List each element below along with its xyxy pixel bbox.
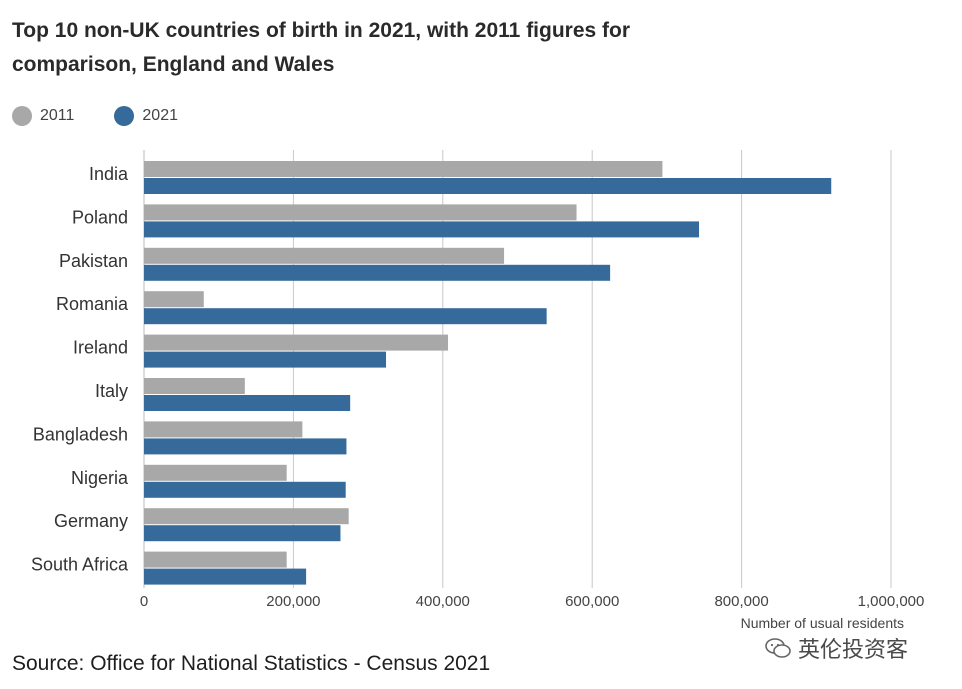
bar-2021 bbox=[144, 395, 351, 411]
bar-2011 bbox=[144, 291, 204, 308]
x-tick-label: 1,000,000 bbox=[858, 593, 925, 610]
x-tick-label: 400,000 bbox=[416, 593, 470, 610]
bar-2021 bbox=[144, 351, 387, 368]
watermark: 英伦投资客 bbox=[764, 632, 908, 664]
category-label: Poland bbox=[72, 207, 128, 227]
bar-2011 bbox=[144, 204, 577, 221]
legend-swatch-2011 bbox=[12, 106, 32, 126]
bar-2021 bbox=[144, 264, 611, 281]
x-tick-label: 600,000 bbox=[565, 593, 619, 610]
x-tick-label: 200,000 bbox=[266, 593, 320, 610]
source-note: Source: Office for National Statistics -… bbox=[12, 652, 491, 675]
bar-2011 bbox=[144, 551, 287, 568]
chart-legend: 2011 2021 bbox=[12, 106, 218, 126]
bar-2021 bbox=[144, 525, 341, 542]
category-label: Ireland bbox=[73, 338, 128, 358]
bar-2011 bbox=[144, 247, 505, 264]
x-tick-label: 800,000 bbox=[714, 593, 768, 610]
legend-label-2021: 2021 bbox=[142, 107, 178, 124]
bar-2021 bbox=[144, 438, 347, 455]
bar-2011 bbox=[144, 378, 245, 394]
category-label: Bangladesh bbox=[33, 424, 128, 444]
bar-2011 bbox=[144, 464, 287, 481]
bar-2021 bbox=[144, 221, 700, 238]
legend-label-2011: 2011 bbox=[40, 107, 75, 124]
wechat-icon bbox=[765, 638, 791, 658]
bar-2011 bbox=[144, 334, 449, 351]
category-label: India bbox=[89, 164, 129, 184]
chart-title: Top 10 non-UK countries of birth in 2021… bbox=[12, 19, 631, 76]
bar-2021 bbox=[144, 308, 547, 325]
x-tick-label: 0 bbox=[140, 593, 148, 610]
category-label: South Africa bbox=[31, 555, 129, 575]
category-label: Germany bbox=[54, 511, 128, 531]
category-label: Nigeria bbox=[71, 468, 129, 488]
category-label: Italy bbox=[95, 381, 128, 401]
bar-2021 bbox=[144, 178, 832, 194]
category-label: Pakistan bbox=[59, 251, 128, 271]
legend-swatch-2021 bbox=[114, 106, 135, 126]
category-label: Romania bbox=[56, 294, 129, 314]
bar-2021 bbox=[144, 481, 346, 498]
legend-item-2021: 2021 bbox=[114, 106, 178, 126]
bar-2021 bbox=[144, 568, 307, 585]
bar-2011 bbox=[144, 161, 663, 177]
bar-2011 bbox=[144, 421, 303, 438]
bar-2011 bbox=[144, 508, 349, 525]
watermark-text: 英伦投资客 bbox=[798, 638, 909, 663]
legend-item-2011: 2011 bbox=[12, 106, 74, 126]
x-axis-label: Number of usual residents bbox=[741, 615, 904, 631]
